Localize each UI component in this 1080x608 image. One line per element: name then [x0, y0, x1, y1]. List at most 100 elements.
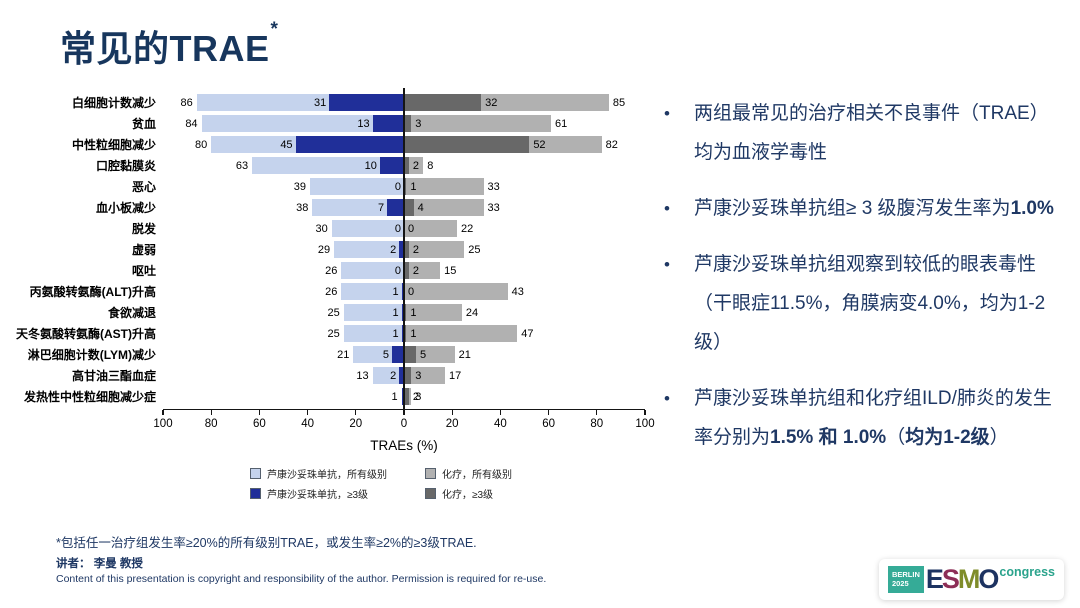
bar-sac-grade3: [401, 304, 404, 321]
value-sac-all: 80: [194, 138, 208, 151]
legend-swatch-icon: [250, 468, 261, 479]
esmo-letter: M: [957, 563, 980, 594]
chart-legend: 芦康沙妥珠单抗，所有级别 化疗，所有级别 芦康沙妥珠单抗，≥3级 化疗，≥3级: [250, 466, 656, 501]
axis-tick: [403, 410, 405, 415]
category-label: 呕吐: [131, 264, 156, 278]
bullet-marker-icon: •: [664, 389, 670, 408]
axis-tick-label: 80: [204, 418, 218, 430]
axis-tick-label: 0: [400, 418, 408, 430]
bar-chemo-all: [404, 346, 455, 363]
value-sac-grade3: 0: [394, 264, 401, 277]
value-chemo-all: 22: [461, 222, 474, 235]
bar-chemo-all: [404, 220, 458, 237]
axis-tick-label: 20: [445, 418, 459, 430]
axis-tick: [499, 410, 502, 415]
axis-tick-label: 80: [590, 418, 604, 430]
bullet-segment: 均为1-2级: [905, 427, 990, 448]
value-chemo-grade3: 2: [412, 159, 419, 172]
value-sac-grade3: 1: [392, 306, 399, 319]
axis-tick: [547, 410, 550, 415]
category-label: 丙氨酸转氨酶(ALT)升高: [29, 285, 156, 299]
value-sac-grade3: 0: [394, 222, 401, 235]
value-chemo-all: 61: [555, 117, 568, 130]
bullet-segment: ）: [989, 427, 1009, 448]
bar-chemo-grade3: [404, 136, 530, 153]
value-sac-all: 25: [327, 306, 340, 319]
bar-chemo-grade3: [404, 94, 482, 111]
bar-sac-grade3: [372, 115, 404, 132]
esmo-letter: E: [925, 563, 944, 594]
value-sac-all: 29: [317, 243, 331, 256]
row-bars: 30 0 0 22: [163, 218, 645, 239]
bar-chemo-all: [404, 157, 424, 174]
row-bars: 25 1 1 24: [163, 302, 645, 323]
bar-sac-grade3: [399, 241, 404, 258]
page-title: 常见的TRAE*: [60, 19, 278, 72]
chart-row: 贫血 84 13 3 61: [8, 113, 656, 134]
value-chemo-all: 85: [612, 96, 626, 109]
bar-sac-grade3: [379, 157, 404, 174]
axis-tick: [644, 410, 646, 415]
legend-label: 化疗，所有级别: [442, 470, 512, 481]
bar-chemo-grade3: [404, 367, 412, 384]
value-chemo-grade3: 32: [485, 96, 498, 109]
chart-row: 中性粒细胞减少 80 45 52 82: [8, 134, 656, 155]
bar-sac-all: [252, 157, 404, 174]
value-sac-all: 13: [356, 369, 369, 382]
chart-row: 口腔黏膜炎 63 10 2 8: [8, 155, 656, 176]
row-bars: 38 7 4 33: [163, 197, 645, 218]
axis-tick: [210, 410, 212, 415]
bullet-segment: 芦康沙妥珠单抗组观察到较低的眼表毒性（干眼症11.5%，角膜病变4.0%，均为1…: [694, 254, 1046, 353]
congress-label: congress: [999, 564, 1055, 579]
chart-row: 血小板减少 38 7 4 33: [8, 197, 656, 218]
row-bars: 39 0 1 33: [163, 176, 645, 197]
bar-sac-grade3: [399, 367, 404, 384]
axis-tick: [596, 410, 598, 415]
value-sac-grade3: 45: [280, 138, 293, 151]
legend-swatch-icon: [425, 488, 436, 499]
bullet-item: • 芦康沙妥珠单抗组观察到较低的眼表毒性（干眼症11.5%，角膜病变4.0%，均为…: [664, 245, 1062, 362]
axis-tick-label: 60: [542, 418, 555, 430]
value-sac-grade3: 1: [392, 285, 399, 298]
title-text: 常见的TRAE: [60, 28, 270, 69]
category-label: 高甘油三酯血症: [71, 369, 156, 383]
chart-row: 呕吐 26 0 2 15: [8, 260, 656, 281]
bar-chemo-grade3: [404, 157, 409, 174]
bar-chemo-all: [404, 283, 508, 300]
value-chemo-all: 24: [465, 306, 479, 319]
bar-chemo-all: [404, 304, 462, 321]
bar-sac-all: [312, 199, 404, 216]
logo-city: BERLIN: [891, 569, 920, 579]
category-label: 贫血: [131, 117, 156, 131]
x-axis-label: TRAEs (%): [370, 438, 438, 453]
bar-chemo-grade3: [404, 199, 414, 216]
axis-tick-label: 40: [493, 418, 507, 430]
value-chemo-grade3: 3: [415, 117, 422, 130]
value-chemo-grade3: 1: [410, 180, 417, 193]
row-bars: 26 1 0 43: [163, 281, 645, 302]
value-chemo-all: 15: [444, 264, 457, 277]
value-sac-all: 86: [180, 96, 193, 109]
logo-year: 2025: [891, 579, 909, 589]
copyright-notice: Content of this presentation is copyrigh…: [56, 573, 547, 585]
value-sac-grade3: 31: [314, 96, 327, 109]
legend-label: 化疗，≥3级: [442, 490, 494, 501]
bullet-text: 芦康沙妥珠单抗组和化疗组ILD/肺炎的发生率分别为1.5% 和 1.0%（均为1…: [694, 379, 1060, 457]
value-sac-grade3: 13: [357, 117, 370, 130]
value-sac-all: 30: [315, 222, 328, 235]
legend-label: 芦康沙妥珠单抗，所有级别: [267, 470, 387, 481]
value-chemo-grade3: 0: [408, 285, 415, 298]
category-label: 血小板减少: [95, 201, 156, 215]
chart-row: 天冬氨酸转氨酶(AST)升高 25 1 1 47: [8, 323, 656, 344]
bar-chemo-all: [404, 241, 465, 258]
bullet-text: 两组最常见的治疗相关不良事件（TRAE）均为血液学毒性: [694, 94, 1060, 172]
value-chemo-grade3: 2: [412, 390, 419, 403]
legend-swatch-icon: [250, 488, 261, 499]
legend-item: 化疗，≥3级: [425, 486, 656, 501]
value-chemo-grade3: 0: [408, 222, 415, 235]
bar-sac-grade3: [391, 346, 404, 363]
bar-sac-all: [353, 346, 404, 363]
